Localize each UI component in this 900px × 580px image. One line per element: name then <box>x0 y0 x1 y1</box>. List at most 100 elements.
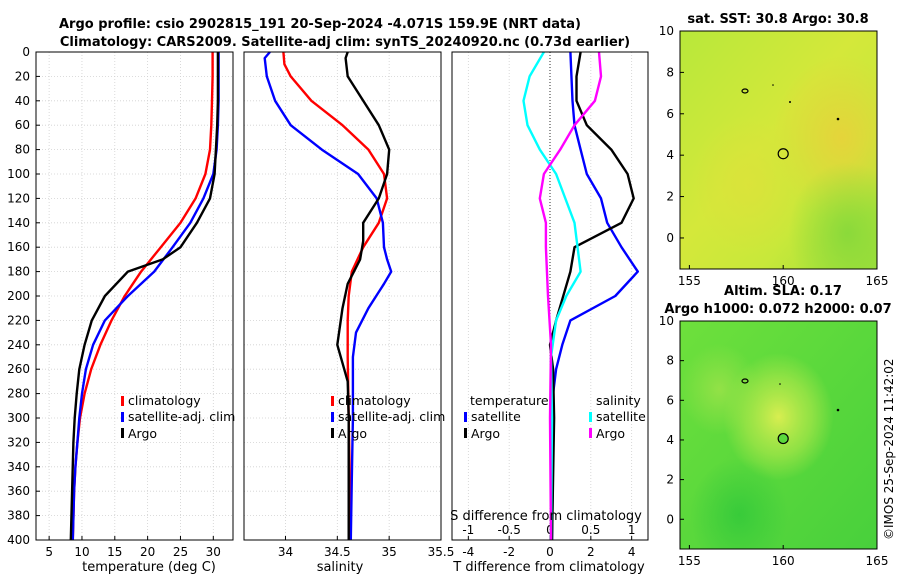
legend-label-s-satellite: satellite <box>596 409 646 424</box>
island-shape <box>789 101 791 103</box>
temperature-xlabel: temperature (deg C) <box>82 560 216 575</box>
x-tick-label: 35.5 <box>428 545 455 559</box>
y-tick-label: 240 <box>7 338 30 352</box>
map-y-tick-label: 6 <box>666 393 674 407</box>
x-tick-label: 34.5 <box>324 545 351 559</box>
y-tick-label: 120 <box>7 191 30 205</box>
difference-panel: -4 -2 0 2 4 -1 -0.5 0 0.5 1 S difference from cl… <box>450 51 649 575</box>
series-line-salinity-satellite <box>522 51 582 541</box>
legend-label-t-argo: Argo <box>471 426 500 441</box>
salinity-panel: 34 34.5 35 35.5 salinity climatology satell… <box>243 51 455 575</box>
series-line-climatology <box>282 51 389 540</box>
legend-label-satellite: satellite-adj. clim <box>338 409 445 424</box>
legend-swatch-t-satellite <box>464 412 467 422</box>
map-y-tick-label: 2 <box>666 473 674 487</box>
x-tick-label: 25 <box>173 545 188 559</box>
y-tick-label: 340 <box>7 460 30 474</box>
y-tick-label: 0 <box>22 45 30 59</box>
sla-map-subtitle: Argo h1000: 0.072 h2000: 0.07 <box>664 302 891 317</box>
legend-swatch-s-argo <box>589 428 592 438</box>
x-top-tick-label: 0.5 <box>581 523 600 537</box>
map-y-tick-label: 8 <box>666 65 674 79</box>
x-tick-label: 15 <box>107 545 122 559</box>
y-tick-label: 260 <box>7 362 30 376</box>
map-y-tick-label: 0 <box>666 231 674 245</box>
x-tick-label: 30 <box>206 545 221 559</box>
sla-low-patch <box>680 321 877 549</box>
sst-map-title: sat. SST: 30.8 Argo: 30.8 <box>687 12 868 27</box>
legend-label-climatology: climatology <box>338 393 411 408</box>
y-tick-label: 80 <box>15 143 30 157</box>
salinity-xlabel: salinity <box>317 560 364 575</box>
island-markers <box>741 378 840 412</box>
map-x-tick-label: 165 <box>866 274 889 288</box>
temperature-panel: 5 10 15 20 25 30 0 20 40 60 80 100 120 140 160 180 200 2… <box>7 45 235 575</box>
temperature-legend: climatology satellite-adj. clim Argo <box>121 393 235 441</box>
x-tick-label: 5 <box>45 545 53 559</box>
legend-title-temperature: temperature <box>470 393 549 408</box>
map-y-tick-label: 4 <box>666 433 674 447</box>
map-y-tick-label: 10 <box>659 24 674 38</box>
island-shape <box>741 88 749 94</box>
y-tick-label: 60 <box>15 118 30 132</box>
x-tick-label: -2 <box>503 545 515 559</box>
island-shape <box>772 84 774 86</box>
sst-map-frame <box>679 30 878 270</box>
map-y-tick-label: 6 <box>666 107 674 121</box>
legend-label-t-satellite: satellite <box>471 409 521 424</box>
legend-swatch-satellite <box>121 412 124 422</box>
y-tick-label: 200 <box>7 289 30 303</box>
legend-label-s-argo: Argo <box>596 426 625 441</box>
series-line-argo <box>336 51 391 540</box>
sst-map-panel: sat. SST: 30.8 Argo: 30.8 155 160 165 0 2 4 6… <box>659 12 889 288</box>
series-line-temperature-satellite <box>550 51 639 541</box>
figure-title-line2: Climatology: CARS2009. Satellite-adj cli… <box>60 35 630 50</box>
map-x-tick-label: 160 <box>772 554 795 568</box>
island-shape <box>741 378 749 384</box>
y-tick-label: 220 <box>7 313 30 327</box>
y-tick-label: 400 <box>7 533 30 547</box>
island-shape <box>779 383 781 385</box>
x-tick-label: 35 <box>382 545 397 559</box>
x-top-tick-label: -0.5 <box>497 523 520 537</box>
temperature-axes-frame <box>35 51 234 541</box>
y-tick-label: 180 <box>7 265 30 279</box>
map-x-tick-label: 155 <box>678 554 701 568</box>
legend-label-argo: Argo <box>128 426 157 441</box>
y-tick-label: 40 <box>15 94 30 108</box>
x-tick-label: 4 <box>628 545 636 559</box>
legend-swatch-climatology <box>121 396 124 406</box>
island-shape <box>836 408 840 412</box>
y-tick-label: 20 <box>15 69 30 83</box>
y-tick-label: 100 <box>7 167 30 181</box>
difference-legend-temperature: temperature satellite Argo <box>464 393 549 441</box>
map-y-tick-label: 2 <box>666 190 674 204</box>
series-line-argo <box>69 52 220 541</box>
series-line-salinity-argo <box>538 51 603 541</box>
legend-swatch-climatology <box>331 396 334 406</box>
x-tick-label: 10 <box>74 545 89 559</box>
map-y-tick-label: 8 <box>666 354 674 368</box>
argo-position-marker <box>777 432 789 445</box>
map-y-tick-label: 0 <box>666 512 674 526</box>
argo-position-marker <box>777 148 789 160</box>
x-top-tick-label: -1 <box>462 523 474 537</box>
salinity-axes-frame <box>243 51 442 541</box>
difference-legend-salinity: salinity satellite Argo <box>589 393 646 441</box>
sla-map-title: Altim. SLA: 0.17 <box>724 284 842 299</box>
legend-swatch-argo <box>331 428 334 438</box>
sla-map-frame <box>679 320 878 550</box>
legend-label-satellite: satellite-adj. clim <box>128 409 235 424</box>
map-x-tick-label: 155 <box>678 274 701 288</box>
legend-swatch-argo <box>121 428 124 438</box>
island-shape <box>836 117 840 121</box>
series-line-satellite-adj-clim <box>263 51 393 541</box>
x-tick-label: -4 <box>462 545 474 559</box>
legend-title-salinity: salinity <box>596 393 641 408</box>
legend-swatch-satellite <box>331 412 334 422</box>
legend-swatch-t-argo <box>464 428 467 438</box>
figure-title-line1: Argo profile: csio 2902815_191 20-Sep-20… <box>59 17 581 32</box>
y-tick-label: 160 <box>7 240 30 254</box>
legend-label-climatology: climatology <box>128 393 201 408</box>
